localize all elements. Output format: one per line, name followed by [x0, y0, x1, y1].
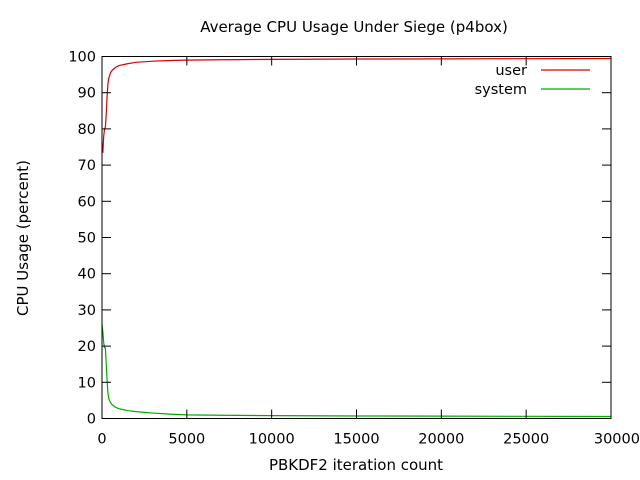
x-axis-label: PBKDF2 iteration count: [269, 456, 443, 474]
series-line-system: [101, 324, 612, 418]
y-axis-label: CPU Usage (percent): [14, 160, 32, 316]
y-tick-label: 40: [78, 267, 96, 283]
y-tick-label: 30: [78, 303, 96, 319]
series-line-user: [101, 57, 612, 154]
y-tick-label: 70: [78, 158, 96, 174]
x-tick-label: 0: [97, 432, 106, 448]
y-tick-label: 60: [78, 194, 96, 210]
y-tick-label: 80: [78, 122, 96, 138]
y-tick-label: 10: [78, 375, 96, 391]
legend-label-system: system: [475, 82, 527, 98]
x-tick-label: 30000: [594, 432, 640, 448]
plot-frame: [101, 56, 612, 419]
legend: user system: [475, 63, 590, 98]
x-tick-label: 10000: [249, 432, 295, 448]
plot-series-group: [101, 57, 612, 418]
y-tick-label: 20: [78, 339, 96, 355]
legend-label-user: user: [495, 63, 527, 79]
y-tick-label: 50: [78, 231, 96, 247]
x-tick-label: 15000: [333, 432, 379, 448]
x-tick-label: 25000: [503, 432, 549, 448]
axis-ticks-group: 0 10 20 30 40 50 60 70 80 90 100 0 5000 10000 15000 200…: [68, 50, 640, 448]
y-tick-label: 90: [78, 86, 96, 102]
chart-title: Average CPU Usage Under Siege (p4box): [200, 18, 508, 36]
y-tick-label: 0: [87, 412, 96, 428]
x-tick-label: 20000: [418, 432, 464, 448]
y-tick-label: 100: [68, 50, 96, 66]
x-tick-label: 5000: [168, 432, 205, 448]
